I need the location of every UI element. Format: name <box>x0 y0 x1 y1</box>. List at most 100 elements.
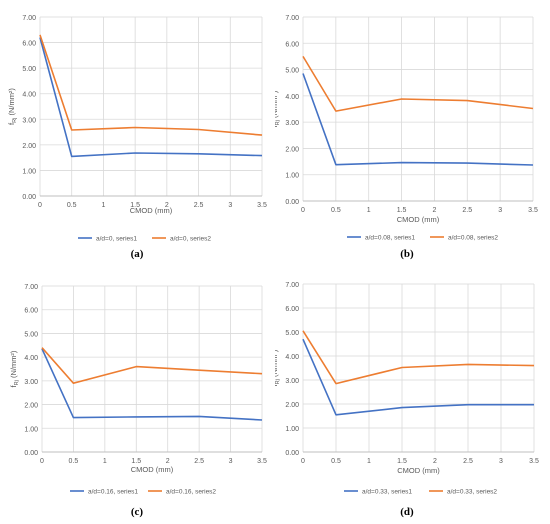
x-tick-label: 0.5 <box>67 202 77 209</box>
legend-label-2: a/d=0.33, series2 <box>447 489 497 496</box>
x-tick-label: 0.5 <box>69 458 79 465</box>
x-tick-label: 2 <box>166 458 170 465</box>
y-tick-label: 5.00 <box>22 66 36 73</box>
y-tick-label: 3.00 <box>285 120 299 127</box>
y-axis-label: fRj (N/mm²) <box>7 88 18 125</box>
y-axis-label: fRj (N/mm²) <box>275 90 281 127</box>
y-tick-label: 0.00 <box>285 199 299 206</box>
y-tick-label: 7.00 <box>285 15 299 22</box>
x-tick-label: 0 <box>40 458 44 465</box>
x-tick-label: 1 <box>103 458 107 465</box>
series-line-1 <box>41 348 263 421</box>
y-tick-label: 2.00 <box>24 403 38 410</box>
chart-c: 0.00 1.00 2.00 3.00 4.00 5.00 6.00 7.00 0 0.5 1 1.5… <box>9 284 267 496</box>
x-tick-label: 2.5 <box>194 458 204 465</box>
y-tick-label: 5.00 <box>285 330 299 337</box>
series-line-2 <box>39 34 263 136</box>
legend-label-1: a/d=0, series1 <box>96 236 137 243</box>
x-tick-label: 0.5 <box>331 207 341 214</box>
chart-d: 0.00 1.00 2.00 3.00 4.00 5.00 6.00 7.00 0 0.5 1 1.5… <box>275 282 539 496</box>
x-tick-label: 1.5 <box>130 202 140 209</box>
x-tick-label: 3 <box>228 202 232 209</box>
x-tick-label: 2 <box>433 458 437 465</box>
x-tick-label: 0 <box>38 202 42 209</box>
y-tick-label: 4.00 <box>22 92 36 99</box>
y-tick-label: 7.00 <box>22 15 36 22</box>
legend-label-2: a/d=0.16, series2 <box>166 489 216 496</box>
y-tick-label: 6.00 <box>22 41 36 48</box>
y-tick-label: 4.00 <box>24 355 38 362</box>
chart-panel-b: 0.00 1.00 2.00 3.00 4.00 5.00 6.00 7.00 0 0.5 1 1.5… <box>275 0 550 262</box>
y-tick-label: 3.00 <box>24 379 38 386</box>
x-tick-label: 1 <box>101 202 105 209</box>
y-tick-label: 7.00 <box>285 282 299 289</box>
x-tick-label: 0.5 <box>331 458 341 465</box>
series-line-1 <box>302 338 534 416</box>
y-tick-label: 1.00 <box>22 168 36 175</box>
x-tick-label: 1 <box>367 207 371 214</box>
panel-label-a: (a) <box>130 248 144 260</box>
x-tick-label: 0 <box>301 207 305 214</box>
y-axis-label: fRj (N/mm²) <box>9 350 20 387</box>
x-axis-label: CMOD (mm) <box>130 206 173 215</box>
y-tick-label: 4.00 <box>285 94 299 101</box>
chart-a: 0.00 1.00 2.00 3.00 4.00 5.00 6.00 7.00 0 0.5 1 1.5… <box>7 15 267 243</box>
legend-label-1: a/d=0.08, series1 <box>365 235 415 242</box>
y-tick-label: 5.00 <box>24 331 38 338</box>
x-tick-label: 3.5 <box>257 202 267 209</box>
y-tick-label: 1.00 <box>285 173 299 180</box>
x-tick-label: 1 <box>367 458 371 465</box>
x-tick-label: 3.5 <box>528 207 538 214</box>
x-axis-label: CMOD (mm) <box>397 466 440 475</box>
x-tick-label: 0 <box>301 458 305 465</box>
x-axis-label: CMOD (mm) <box>397 215 440 224</box>
y-tick-label: 3.00 <box>285 378 299 385</box>
legend-label-1: a/d=0.16, series1 <box>88 489 138 496</box>
y-tick-label: 2.00 <box>285 402 299 409</box>
y-tick-label: 0.00 <box>24 450 38 457</box>
chart-b: 0.00 1.00 2.00 3.00 4.00 5.00 6.00 7.00 0 0.5 1 1.5… <box>275 15 538 242</box>
series-line-2 <box>41 347 263 384</box>
x-tick-label: 2 <box>432 207 436 214</box>
y-tick-label: 2.00 <box>22 143 36 150</box>
y-tick-label: 1.00 <box>285 426 299 433</box>
x-tick-label: 2 <box>165 202 169 209</box>
x-axis-label: CMOD (mm) <box>131 465 174 474</box>
panel-label-c: (c) <box>130 506 144 518</box>
chart-panel-a: 0.00 1.00 2.00 3.00 4.00 5.00 6.00 7.00 0 0.5 1 1.5… <box>0 0 275 262</box>
y-tick-label: 5.00 <box>285 68 299 75</box>
chart-panel-c: 0.00 1.00 2.00 3.00 4.00 5.00 6.00 7.00 0 0.5 1 1.5… <box>0 262 275 524</box>
y-axis-label: fRj (N/mm²) <box>275 349 281 386</box>
x-tick-label: 1.5 <box>131 458 141 465</box>
y-tick-label: 7.00 <box>24 284 38 291</box>
series-line-2 <box>302 55 534 112</box>
y-tick-label: 6.00 <box>285 306 299 313</box>
panel-label-b: (b) <box>400 248 414 260</box>
x-tick-label: 2.5 <box>194 202 204 209</box>
y-tick-label: 6.00 <box>24 308 38 315</box>
chart-panel-d: 0.00 1.00 2.00 3.00 4.00 5.00 6.00 7.00 0 0.5 1 1.5… <box>275 262 550 524</box>
legend-label-2: a/d=0.08, series2 <box>448 235 498 242</box>
x-tick-label: 2.5 <box>462 207 472 214</box>
x-tick-label: 3 <box>229 458 233 465</box>
y-tick-label: 0.00 <box>22 194 36 201</box>
y-tick-label: 0.00 <box>285 450 299 457</box>
x-tick-label: 2.5 <box>463 458 473 465</box>
series-line-1 <box>39 37 263 158</box>
x-tick-label: 3.5 <box>257 458 267 465</box>
y-tick-label: 6.00 <box>285 41 299 48</box>
x-tick-label: 3 <box>499 458 503 465</box>
y-tick-label: 4.00 <box>285 354 299 361</box>
series-line-2 <box>302 330 535 385</box>
panel-label-d: (d) <box>400 506 414 518</box>
x-tick-label: 3.5 <box>529 458 539 465</box>
legend-label-1: a/d=0.33, series1 <box>362 489 412 496</box>
x-tick-label: 3 <box>498 207 502 214</box>
x-tick-label: 1.5 <box>397 207 407 214</box>
legend-label-2: a/d=0, series2 <box>170 236 211 243</box>
y-tick-label: 2.00 <box>285 146 299 153</box>
y-tick-label: 3.00 <box>22 117 36 124</box>
series-line-1 <box>302 73 534 166</box>
x-tick-label: 1.5 <box>397 458 407 465</box>
y-tick-label: 1.00 <box>24 426 38 433</box>
